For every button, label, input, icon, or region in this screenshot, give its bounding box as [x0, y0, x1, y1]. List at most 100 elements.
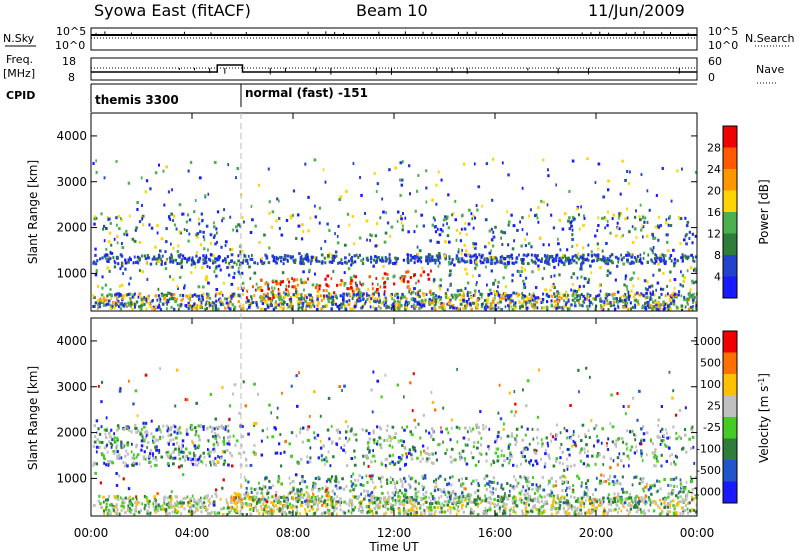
power-cell	[192, 294, 194, 297]
power-cell	[331, 277, 333, 280]
power-cell	[462, 299, 465, 302]
velocity-cell	[116, 429, 118, 432]
power-cell	[670, 254, 672, 257]
velocity-cell	[309, 509, 311, 512]
power-cell	[139, 269, 141, 272]
velocity-cell	[318, 476, 320, 479]
power-cell	[678, 216, 680, 219]
power-cell	[195, 255, 197, 258]
power-cell	[603, 259, 605, 262]
power-cell	[415, 210, 417, 213]
power-cell	[359, 237, 362, 240]
power-cell	[327, 254, 329, 257]
power-cell	[106, 266, 109, 269]
velocity-cell	[513, 487, 515, 490]
power-cell	[637, 301, 639, 304]
power-cell	[232, 229, 234, 232]
velocity-cell	[288, 442, 291, 445]
power-cell	[287, 255, 289, 258]
power-cell	[555, 256, 557, 259]
power-cell	[353, 242, 355, 245]
velocity-cell	[616, 482, 619, 485]
power-cell	[521, 216, 523, 219]
power-cell	[170, 213, 173, 216]
velocity-cell	[176, 369, 179, 372]
power-cell	[138, 292, 141, 295]
velocity-cell	[227, 502, 229, 505]
velocity-cell	[365, 429, 367, 432]
power-cell	[663, 254, 665, 257]
velocity-cell	[105, 436, 108, 439]
velocity-cell	[207, 512, 209, 515]
velocity-cell	[363, 462, 365, 465]
power-cell	[264, 301, 266, 304]
velocity-cell	[113, 509, 115, 512]
velocity-cell	[607, 448, 609, 451]
velocity-cell	[657, 490, 659, 493]
power-cell	[172, 261, 175, 264]
power-cell	[682, 274, 684, 277]
velocity-cell	[475, 479, 477, 482]
power-cell	[599, 284, 601, 287]
velocity-cell	[544, 462, 546, 465]
power-cell	[189, 257, 191, 260]
power-cell	[312, 303, 314, 306]
velocity-cell	[473, 441, 476, 444]
velocity-panel-frame	[91, 318, 697, 516]
power-cell	[447, 234, 450, 237]
power-cell	[484, 257, 486, 260]
power-cell	[176, 262, 178, 265]
velocity-cell	[158, 428, 160, 431]
velocity-cell	[349, 438, 351, 441]
power-cell	[465, 249, 468, 252]
power-cell	[407, 285, 410, 288]
velocity-cell	[485, 452, 487, 455]
velocity-cell	[389, 444, 391, 447]
power-cell	[464, 222, 466, 225]
velocity-cell	[314, 496, 316, 499]
power-cell	[145, 307, 147, 310]
power-cell	[615, 279, 617, 282]
power-cell	[198, 218, 200, 221]
power-cell	[589, 265, 592, 268]
velocity-cell	[497, 412, 499, 415]
velocity-cell	[195, 433, 197, 436]
power-cell	[323, 294, 325, 297]
power-cell	[448, 255, 450, 258]
velocity-cell	[347, 440, 349, 443]
velocity-cell	[578, 435, 580, 438]
power-cell	[475, 254, 477, 257]
power-cell	[488, 293, 491, 296]
power-cell	[353, 293, 355, 296]
power-cell	[684, 217, 686, 220]
power-cell	[373, 264, 375, 267]
velocity-cell	[530, 499, 532, 502]
power-cell	[557, 292, 559, 295]
power-cell	[205, 278, 208, 281]
power-cell	[525, 303, 527, 306]
power-cell	[400, 304, 403, 307]
velocity-cell	[331, 425, 333, 428]
velocity-cell	[643, 439, 645, 442]
power-cell	[340, 306, 342, 309]
power-cell	[674, 258, 676, 261]
power-cell	[505, 305, 507, 308]
velocity-cell	[484, 499, 487, 502]
velocity-cell	[354, 479, 356, 482]
power-cell	[512, 308, 514, 311]
power-cell	[467, 294, 469, 297]
velocity-cell	[103, 456, 105, 459]
power-cell	[485, 266, 487, 269]
velocity-cell	[336, 507, 338, 510]
velocity-cell	[488, 428, 490, 431]
velocity-cell	[229, 404, 231, 407]
power-cell	[481, 303, 483, 306]
power-cell	[606, 302, 608, 305]
velocity-cell	[227, 463, 230, 466]
velocity-cell	[308, 439, 310, 442]
power-cell	[228, 274, 230, 277]
power-cell	[621, 235, 623, 238]
power-cell	[380, 285, 382, 288]
velocity-cell	[296, 510, 298, 513]
power-cell	[226, 266, 229, 269]
